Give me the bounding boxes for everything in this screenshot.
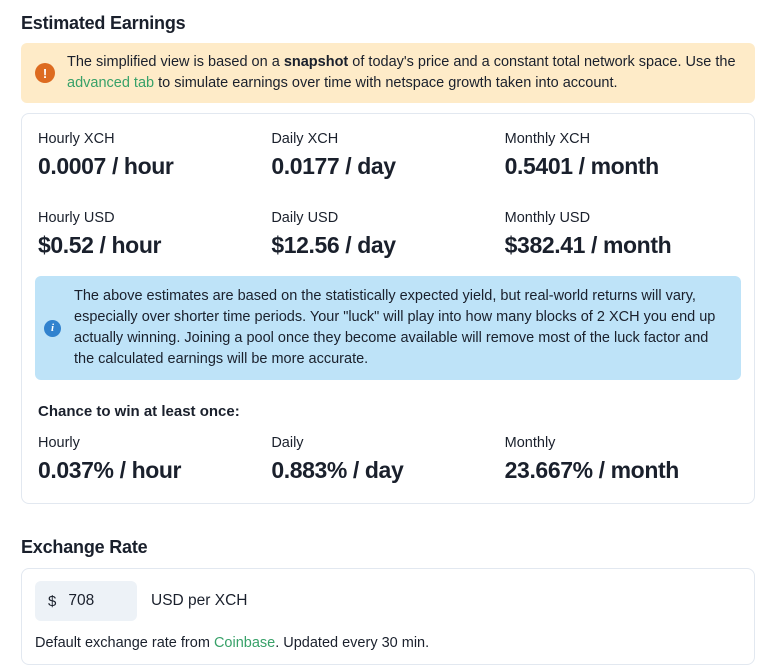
- luck-info-banner: i The above estimates are based on the s…: [35, 276, 741, 380]
- exchange-note-pre: Default exchange rate from: [35, 635, 214, 651]
- stat-hourly-xch: Hourly XCH 0.0007 / hour: [38, 130, 271, 181]
- stat-value: 0.037% / hour: [38, 457, 182, 483]
- usd-per-xch-label: USD per XCH: [151, 592, 248, 609]
- stat-label: Monthly USD: [504, 210, 591, 226]
- stat-value: 0.5401 / month: [504, 153, 660, 179]
- stat-value: 0.0177 / day: [271, 153, 396, 179]
- stat-label: Daily XCH: [271, 131, 339, 147]
- exchange-rate-title: Exchange Rate: [21, 537, 148, 557]
- exchange-rate-note: Default exchange rate from Coinbase. Upd…: [35, 633, 741, 654]
- warning-text-pre: The simplified view is based on a: [67, 54, 284, 70]
- info-icon: i: [44, 319, 61, 337]
- stat-label: Hourly USD: [38, 210, 115, 226]
- xch-stats-row: Hourly XCH 0.0007 / hour Daily XCH 0.017…: [35, 130, 741, 181]
- dollar-sign-prefix: $: [48, 592, 57, 610]
- stat-label: Daily USD: [271, 210, 339, 226]
- exchange-rate-card: $ USD per XCH Default exchange rate from…: [21, 568, 755, 665]
- stat-daily-usd: Daily USD $12.56 / day: [271, 209, 504, 260]
- stat-monthly-xch: Monthly XCH 0.5401 / month: [505, 130, 738, 181]
- exchange-rate-input-group[interactable]: $: [35, 581, 137, 621]
- stat-label: Hourly: [38, 435, 80, 451]
- stat-value: $382.41 / month: [504, 232, 672, 258]
- stat-hourly-usd: Hourly USD $0.52 / hour: [38, 209, 271, 260]
- stat-chance-hourly: Hourly 0.037% / hour: [38, 434, 271, 485]
- warning-text-bold: snapshot: [283, 54, 349, 70]
- chance-to-win-title: Chance to win at least once:: [38, 403, 240, 420]
- warning-icon: !: [35, 63, 55, 83]
- stat-daily-xch: Daily XCH 0.0177 / day: [271, 130, 504, 181]
- warning-text-post: to simulate earnings over time with nets…: [154, 75, 618, 91]
- stat-value: $12.56 / day: [271, 232, 396, 258]
- estimated-earnings-title: Estimated Earnings: [21, 13, 186, 33]
- coinbase-link[interactable]: Coinbase: [213, 635, 276, 651]
- exchange-note-post: . Updated every 30 min.: [275, 635, 430, 651]
- exchange-rate-input-row: $ USD per XCH: [35, 581, 741, 621]
- stat-value: 0.883% / day: [271, 457, 404, 483]
- stat-value: $0.52 / hour: [38, 232, 162, 258]
- stat-chance-daily: Daily 0.883% / day: [271, 434, 504, 485]
- stat-label: Monthly: [504, 435, 556, 451]
- simplified-view-warning-banner: ! The simplified view is based on a snap…: [21, 43, 755, 103]
- exchange-rate-input[interactable]: [68, 592, 129, 610]
- chance-stats-row: Hourly 0.037% / hour Daily 0.883% / day …: [35, 434, 741, 485]
- warning-text: The simplified view is based on a snapsh…: [67, 52, 741, 94]
- warning-text-mid: of today's price and a constant total ne…: [348, 54, 736, 70]
- estimated-earnings-card: Hourly XCH 0.0007 / hour Daily XCH 0.017…: [21, 113, 755, 504]
- stat-value: 0.0007 / hour: [38, 153, 174, 179]
- stat-chance-monthly: Monthly 23.667% / month: [505, 434, 738, 485]
- stat-value: 23.667% / month: [504, 457, 680, 483]
- advanced-tab-link[interactable]: advanced tab: [67, 75, 155, 91]
- stat-label: Monthly XCH: [504, 131, 591, 147]
- luck-info-text: The above estimates are based on the sta…: [74, 288, 716, 367]
- stat-label: Daily: [271, 435, 304, 451]
- usd-stats-row: Hourly USD $0.52 / hour Daily USD $12.56…: [35, 209, 741, 260]
- stat-monthly-usd: Monthly USD $382.41 / month: [505, 209, 738, 260]
- stat-label: Hourly XCH: [38, 131, 115, 147]
